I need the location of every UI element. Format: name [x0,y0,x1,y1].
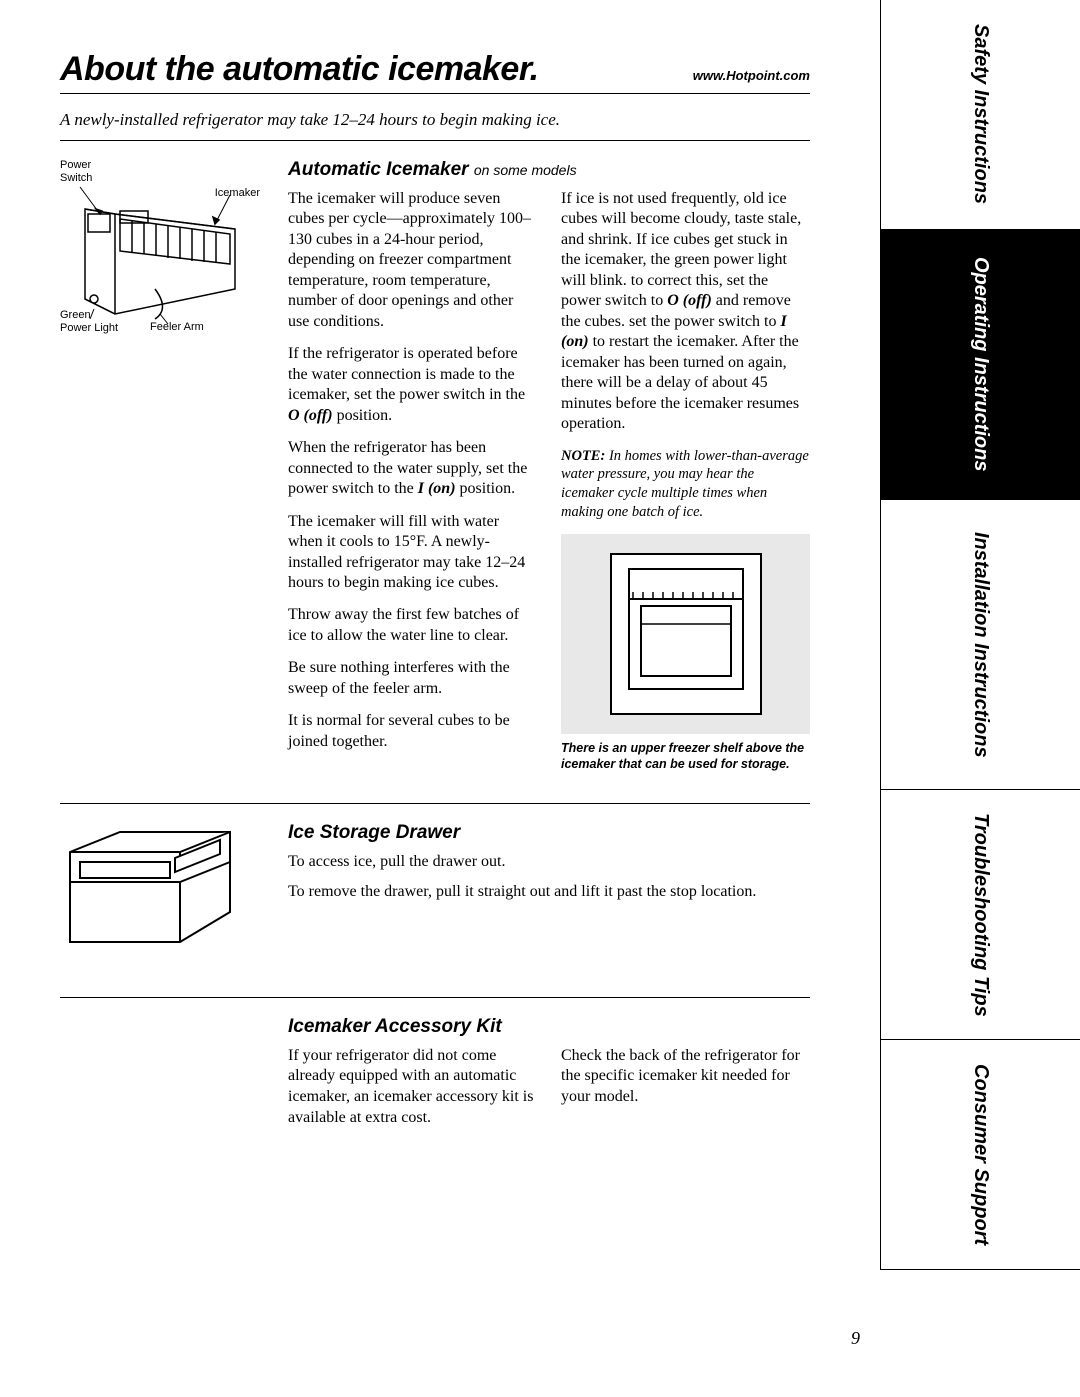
icemaker-diagram: Power Switch Icemaker Green Power Light … [60,159,260,349]
auto-icemaker-section: Power Switch Icemaker Green Power Light … [60,159,810,773]
shelf-illustration [601,544,771,724]
shelf-caption: There is an upper freezer shelf above th… [561,740,810,773]
drawer-illustration [60,822,240,962]
auto-icemaker-heading: Automatic Icemaker on some models [288,159,810,181]
para: It is normal for several cubes to be joi… [288,711,537,752]
divider [60,997,810,998]
page-title: About the automatic icemaker. [60,50,539,89]
label-icemaker: Icemaker [215,187,260,200]
website-url: www.Hotpoint.com [693,68,810,83]
shelf-diagram-box [561,534,810,734]
para: Throw away the first few batches of ice … [288,605,537,646]
para: To access ice, pull the drawer out. [288,852,810,873]
section-tabs-sidebar: Safety InstructionsOperating Instruction… [880,0,1080,1397]
tab-safety-instructions[interactable]: Safety Instructions [880,0,1080,230]
heading-text: Automatic Icemaker [288,159,469,180]
kit-heading: Icemaker Accessory Kit [288,1016,810,1038]
tab-installation-instructions[interactable]: Installation Instructions [880,500,1080,790]
label-feeler-arm: Feeler Arm [150,321,204,334]
tab-operating-instructions[interactable]: Operating Instructions [880,230,1080,500]
ice-drawer-section: Ice Storage Drawer To access ice, pull t… [60,822,810,967]
para: If the refrigerator is operated before t… [288,344,537,426]
para: The icemaker will produce seven cubes pe… [288,189,537,332]
label-green-light: Green Power Light [60,309,118,335]
para: Be sure nothing interferes with the swee… [288,658,537,699]
divider [60,140,810,141]
para: The icemaker will fill with water when i… [288,512,537,594]
kit-col-2: Check the back of the refrigerator for t… [561,1046,810,1129]
auto-col-1: The icemaker will produce seven cubes pe… [288,189,537,773]
note: NOTE: In homes with lower-than-average w… [561,447,810,522]
para: When the refrigerator has been connected… [288,438,537,499]
page-number: 9 [851,1328,860,1349]
tab-troubleshooting-tips[interactable]: Troubleshooting Tips [880,790,1080,1040]
kit-section: Icemaker Accessory Kit If your refrigera… [60,1016,810,1129]
page-header: About the automatic icemaker. www.Hotpoi… [60,50,810,94]
auto-col-2: If ice is not used frequently, old ice c… [561,189,810,773]
intro-note: A newly-installed refrigerator may take … [60,110,810,130]
divider [60,803,810,804]
para: To remove the drawer, pull it straight o… [288,882,810,903]
label-power-switch: Power Switch [60,159,92,185]
heading-note: on some models [474,162,577,178]
drawer-heading: Ice Storage Drawer [288,822,810,844]
kit-col-1: If your refrigerator did not come alread… [288,1046,537,1129]
para: If ice is not used frequently, old ice c… [561,189,810,435]
tab-consumer-support[interactable]: Consumer Support [880,1040,1080,1270]
